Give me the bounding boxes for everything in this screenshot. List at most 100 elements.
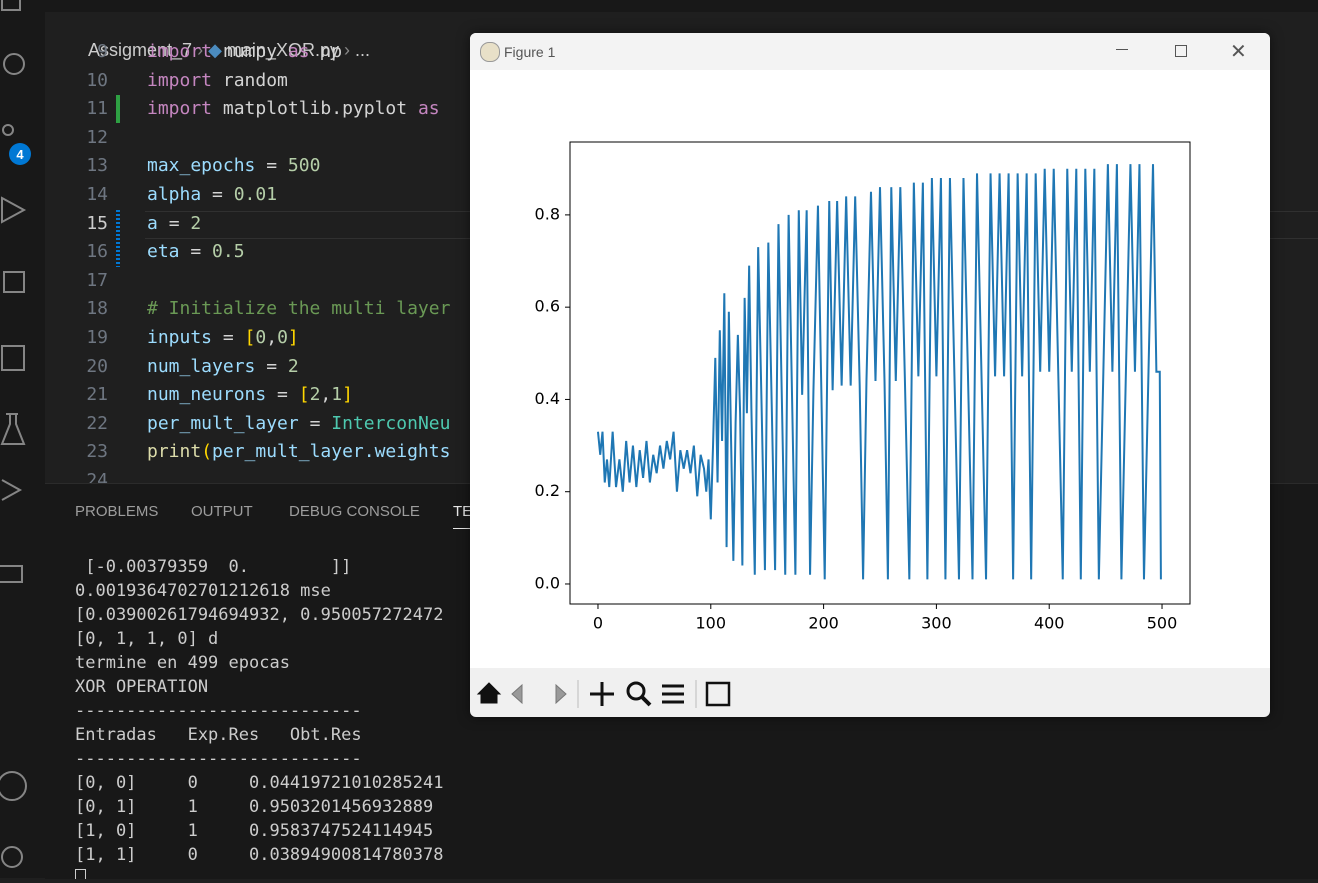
maximize-button[interactable] [1175, 45, 1187, 57]
code-token: = [309, 412, 332, 434]
testing-icon[interactable] [0, 413, 26, 445]
code-token: print [147, 441, 202, 463]
close-button[interactable]: ✕ [1230, 41, 1247, 63]
code-token: 500 [287, 155, 321, 177]
y-tick-label: 0.8 [535, 204, 560, 223]
breadcrumb-file[interactable]: main_XOR.py [226, 40, 339, 60]
gutter-added [116, 95, 120, 124]
window-title: Figure 1 [504, 44, 556, 60]
scm-icon[interactable] [2, 124, 14, 136]
badge [9, 143, 31, 165]
app-icon [480, 42, 500, 62]
line-number: 22 [86, 412, 108, 434]
terminal-line: [0.03900261794694932, 0.950057272472 [75, 605, 444, 625]
line-number: 20 [86, 355, 108, 377]
line-number: 13 [86, 155, 108, 177]
cursor [75, 869, 86, 879]
code-token: a [147, 212, 169, 234]
share-icon[interactable] [1, 479, 23, 501]
breadcrumb: Assigment_7 › ◆ main_XOR.py › ... [88, 40, 370, 60]
terminal-line: Entradas Exp.Res Obt.Res [75, 725, 362, 745]
docker-icon[interactable] [0, 565, 23, 583]
extensions-icon[interactable] [3, 271, 25, 293]
code-line: inputs = [0,0] [147, 327, 299, 348]
code-token: 0.5 [212, 241, 245, 263]
plot: 0.0 0.2 0.4 0.6 0.8 0 100 200 300 400 500 [470, 70, 1270, 668]
code-token: 0 [255, 327, 267, 348]
code-line: num_neurons = [2,1] [147, 384, 353, 405]
line-number: 12 [86, 126, 108, 148]
gutter-modified [116, 238, 120, 267]
code-token: 2 [309, 384, 321, 406]
x-tick-label: 100 [696, 614, 727, 633]
pan-button[interactable] [590, 682, 614, 706]
zoom-button[interactable] [626, 681, 646, 701]
back-button[interactable] [511, 683, 523, 705]
code-token: eta [147, 241, 191, 263]
settings-icon[interactable] [1, 846, 23, 868]
code-token: = [222, 327, 245, 348]
panel-tab[interactable]: DEBUG CONSOLE [289, 503, 420, 520]
account-icon[interactable] [0, 771, 27, 801]
search-icon[interactable] [3, 53, 25, 75]
activity-icons: 4 [0, 0, 31, 868]
terminal-line: ---------------------------- [75, 701, 362, 721]
line-number: 23 [86, 441, 108, 463]
panel-tab[interactable]: PROBLEMS [75, 503, 159, 520]
code-token: = [168, 212, 191, 234]
explorer-icon[interactable] [1, 0, 21, 11]
code-area: 9 import numpy as np 10 import random 11 impo… [45, 0, 1318, 483]
terminal-line: termine en 499 epocas [75, 653, 290, 673]
code-token: = [277, 384, 299, 406]
save-button[interactable] [705, 681, 731, 707]
code-line: max_epochs = 500 [147, 155, 320, 176]
code-token: inputs [147, 327, 223, 348]
code-token: import [147, 98, 223, 120]
line-number: 10 [86, 69, 108, 91]
breadcrumb-folder[interactable]: Assigment_7 [88, 40, 193, 60]
code-token: 0 [277, 327, 288, 348]
code-token: 0.01 [233, 184, 278, 205]
code-token: 2 [287, 355, 299, 377]
code-token: import [147, 69, 223, 91]
line-number: 11 [86, 98, 108, 120]
code-line: eta = 0.5 [147, 241, 245, 262]
y-tick-label: 0.4 [535, 389, 560, 408]
terminal-line: [0, 1] 1 0.9503201456932889 [75, 797, 434, 817]
code-token: [ [298, 384, 310, 406]
code-line: import numpy as np [147, 41, 342, 62]
code-line: a = 2 [147, 213, 201, 234]
terminal-line: [1, 0] 1 0.9583747524114945 [75, 821, 434, 841]
code-token: [ [244, 327, 256, 348]
remote-icon[interactable] [1, 345, 25, 371]
configure-button[interactable] [662, 684, 684, 704]
terminal-line: [0, 1, 1, 0] d [75, 629, 219, 649]
code-token: , [320, 384, 332, 406]
terminal-line: [-0.00379359 0. ]] [75, 557, 352, 577]
code-line: import matplotlib.pyplot as [147, 98, 440, 119]
code-line: per_mult_layer = InterconNeu [147, 413, 450, 434]
code-token: np [320, 41, 343, 62]
code-token: matplotlib.pyplot [222, 98, 418, 120]
y-tick-label: 0.0 [535, 573, 560, 592]
code-token: max_epochs [147, 155, 267, 177]
terminal-line: [1, 1] 0 0.03894900814780378 [75, 845, 444, 865]
panel-tab[interactable]: OUTPUT [191, 503, 253, 520]
gutter-modified [116, 209, 120, 239]
line-number: 19 [86, 327, 108, 348]
minimize-button[interactable] [1116, 49, 1128, 50]
forward-button[interactable] [555, 683, 567, 705]
run-icon[interactable] [1, 196, 27, 224]
data-line [596, 164, 1162, 580]
x-tick-label: 500 [1147, 614, 1178, 633]
code-token: InterconNeu [331, 412, 451, 434]
toolbar [476, 680, 731, 708]
home-button[interactable] [476, 682, 502, 704]
code-token: ] [287, 327, 299, 348]
x-tick-label: 300 [921, 614, 952, 633]
code-token: = [266, 355, 288, 377]
breadcrumb-more[interactable]: ... [354, 40, 370, 60]
code-token: 2 [190, 212, 202, 234]
code-token: # Initialize the multi layer [147, 298, 451, 320]
terminal-line: 0.0019364702701212618 mse [75, 581, 331, 601]
